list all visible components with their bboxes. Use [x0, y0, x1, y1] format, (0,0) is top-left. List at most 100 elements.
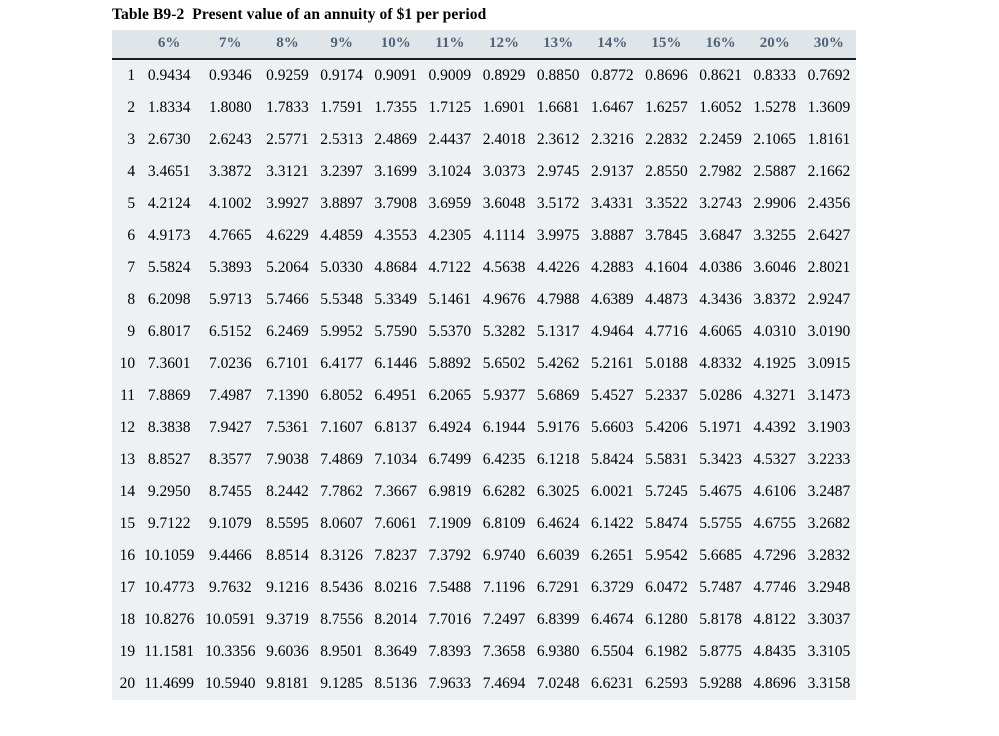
rate-column-header: 6%: [138, 30, 201, 60]
table-row: 8 6.2098 5.9713 5.7466 5.5348 5.3349 5.1461 4.9…: [112, 284, 856, 316]
factor-cell: 8.2442: [266, 483, 309, 500]
factor-cell: 4.4873: [645, 291, 688, 308]
factor-cell: 7.1196: [482, 579, 526, 596]
factor-cell: 6.9740: [482, 547, 526, 564]
factor-cell: 5.9288: [699, 675, 742, 692]
period-cell: 7: [127, 259, 136, 276]
factor-cell: 8.5595: [266, 515, 309, 532]
period-cell: 8: [127, 291, 136, 308]
factor-cell: 6.3025: [536, 483, 580, 500]
factor-cell: 5.2161: [590, 355, 634, 372]
factor-cell: 5.4262: [536, 355, 580, 372]
rate-column-header: 14%: [585, 30, 640, 60]
factor-cell: 11.1581: [144, 643, 195, 660]
table-row: 6 4.9173 4.7665 4.6229 4.4859 4.3553 4.2305 4.1…: [112, 220, 856, 252]
table-row: 7 5.5824 5.3893 5.2064 5.0330 4.8684 4.7122 4.5…: [112, 252, 856, 284]
factor-cell: 5.1971: [699, 419, 742, 436]
factor-cell: 4.7746: [753, 579, 797, 596]
factor-cell: 3.3255: [753, 227, 797, 244]
factor-cell: 3.3158: [807, 675, 851, 692]
factor-cell: 8.5136: [374, 675, 418, 692]
factor-cell: 9.3719: [266, 611, 309, 628]
factor-cell: 4.0386: [699, 259, 742, 276]
factor-cell: 7.1390: [266, 387, 309, 404]
factor-cell: 2.9247: [807, 291, 851, 308]
factor-cell: 0.9346: [208, 67, 252, 84]
factor-cell: 6.2651: [590, 547, 634, 564]
period-cell: 18: [119, 611, 136, 628]
period-cell: 1: [127, 67, 136, 84]
factor-cell: 8.3126: [320, 547, 363, 564]
factor-cell: 6.7291: [536, 579, 580, 596]
factor-cell: 0.8333: [753, 67, 797, 84]
factor-cell: 2.9137: [590, 163, 634, 180]
factor-cell: 6.7101: [266, 355, 309, 372]
factor-cell: 7.4869: [320, 451, 363, 468]
factor-cell: 2.4437: [428, 131, 472, 148]
factor-cell: 4.8122: [753, 611, 797, 628]
factor-cell: 3.7908: [374, 195, 418, 212]
factor-cell: 3.8897: [320, 195, 363, 212]
factor-cell: 4.6389: [590, 291, 634, 308]
factor-cell: 5.9176: [536, 419, 580, 436]
factor-cell: 7.9038: [266, 451, 309, 468]
factor-cell: 5.6502: [482, 355, 526, 372]
period-cell: 11: [120, 387, 136, 404]
factor-cell: 2.5887: [753, 163, 797, 180]
factor-cell: 4.5638: [482, 259, 526, 276]
factor-cell: 4.8696: [753, 675, 797, 692]
factor-cell: 9.1079: [208, 515, 252, 532]
factor-cell: 5.8474: [645, 515, 688, 532]
factor-cell: 5.8892: [428, 355, 472, 372]
factor-cell: 3.9927: [266, 195, 309, 212]
factor-cell: 8.3577: [208, 451, 252, 468]
period-cell: 2: [127, 99, 136, 116]
factor-cell: 7.7016: [428, 611, 472, 628]
factor-cell: 7.1034: [374, 451, 418, 468]
factor-cell: 5.7466: [266, 291, 309, 308]
table-row: 1 0.9434 0.9346 0.9259 0.9174 0.9091 0.9009 0.8…: [112, 59, 856, 92]
factor-cell: 0.9434: [147, 67, 191, 84]
factor-cell: 1.6257: [645, 99, 688, 116]
table-header-row: 6% 7% 8% 9% 10% 11% 12% 13% 14% 15% 16% 20% 30%: [112, 30, 856, 60]
factor-cell: 8.3649: [374, 643, 418, 660]
factor-cell: 1.7355: [374, 99, 418, 116]
factor-cell: 6.4951: [374, 387, 418, 404]
factor-cell: 3.6847: [699, 227, 742, 244]
factor-cell: 0.9091: [374, 67, 418, 84]
factor-cell: 10.1059: [143, 547, 195, 564]
factor-cell: 3.1024: [428, 163, 472, 180]
factor-cell: 7.2497: [482, 611, 526, 628]
factor-cell: 6.0021: [590, 483, 634, 500]
factor-cell: 4.3436: [699, 291, 742, 308]
factor-cell: 5.7487: [699, 579, 742, 596]
factor-cell: 7.9427: [208, 419, 252, 436]
factor-cell: 2.5313: [320, 131, 363, 148]
factor-cell: 4.6229: [266, 227, 309, 244]
table-row: 10 7.3601 7.0236 6.7101 6.4177 6.1446 5.8892 5.…: [112, 348, 856, 380]
factor-cell: 5.3349: [374, 291, 418, 308]
factor-cell: 4.9173: [147, 227, 191, 244]
factor-cell: 8.7556: [320, 611, 363, 628]
factor-cell: 2.3216: [590, 131, 634, 148]
factor-cell: 6.8052: [320, 387, 363, 404]
period-cell: 17: [119, 579, 136, 596]
table-row: 18 10.8276 10.0591 9.3719 8.7556 8.2014 7.7016…: [112, 604, 856, 636]
period-cell: 14: [119, 483, 136, 500]
factor-cell: 2.6427: [807, 227, 851, 244]
period-cell: 19: [119, 643, 136, 660]
factor-cell: 2.7982: [699, 163, 742, 180]
factor-cell: 5.3282: [482, 323, 526, 340]
factor-cell: 7.3792: [428, 547, 472, 564]
table-title: Table B9-2 Present value of an annuity o…: [112, 6, 487, 23]
rate-column-header: 15%: [639, 30, 694, 60]
factor-cell: 9.7632: [208, 579, 252, 596]
factor-cell: 4.0310: [753, 323, 797, 340]
table-row: 2 1.8334 1.8080 1.7833 1.7591 1.7355 1.7125 1.6…: [112, 92, 856, 124]
rate-column-header: 8%: [260, 30, 315, 60]
factor-cell: 3.6048: [482, 195, 526, 212]
factor-cell: 1.5278: [753, 99, 797, 116]
factor-cell: 5.2337: [645, 387, 688, 404]
factor-cell: 4.4859: [320, 227, 363, 244]
factor-cell: 4.3553: [374, 227, 418, 244]
